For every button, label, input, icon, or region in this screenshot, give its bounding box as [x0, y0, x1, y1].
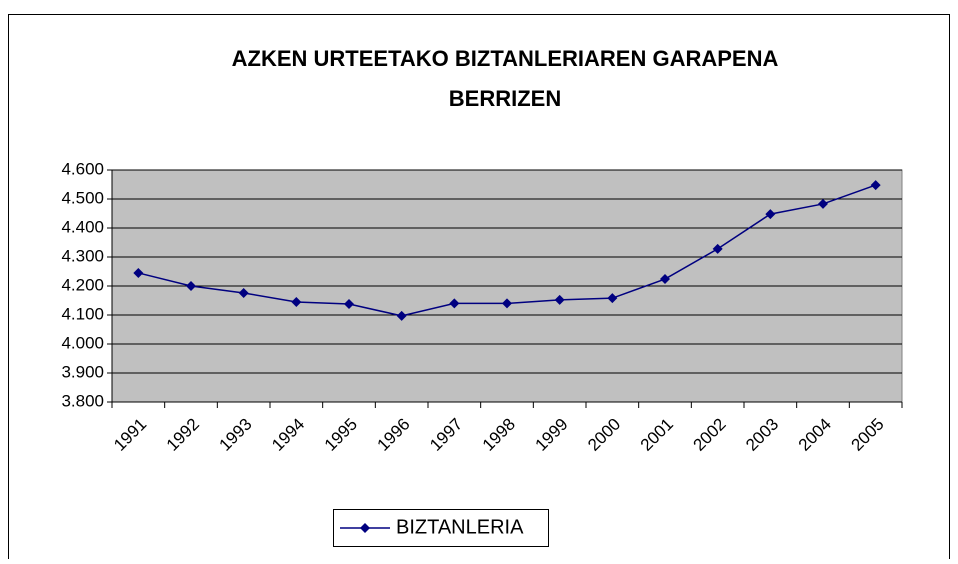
data-point — [554, 294, 565, 305]
y-tick-label: 4.300 — [61, 246, 104, 265]
legend-marker — [360, 523, 370, 533]
data-point — [818, 198, 828, 209]
data-point — [712, 243, 723, 254]
data-point — [870, 180, 881, 191]
y-tick-label: 4.600 — [61, 159, 104, 178]
data-point — [502, 298, 512, 309]
data-point — [660, 274, 670, 285]
data-point — [238, 287, 249, 298]
data-point — [291, 296, 302, 307]
y-tick-label: 4.500 — [61, 188, 104, 207]
chart-title: AZKEN URTEETAKO BIZTANLERIAREN GARAPENA — [232, 46, 779, 71]
data-point — [607, 293, 618, 304]
y-tick-label: 4.200 — [61, 275, 104, 294]
y-tick-label: 4.400 — [61, 217, 104, 236]
data-point — [765, 209, 776, 220]
chart-title: BERRIZEN — [449, 86, 561, 111]
data-point — [449, 298, 460, 309]
y-tick-label: 4.100 — [61, 304, 104, 323]
data-point — [344, 298, 354, 309]
data-point — [133, 267, 144, 278]
data-point — [186, 281, 196, 291]
y-tick-label: 3.800 — [61, 391, 104, 410]
y-tick-label: 3.900 — [61, 362, 104, 381]
y-tick-label: 4.000 — [61, 333, 104, 352]
data-point — [396, 310, 407, 321]
legend-label: BIZTANLERIA — [396, 516, 524, 538]
